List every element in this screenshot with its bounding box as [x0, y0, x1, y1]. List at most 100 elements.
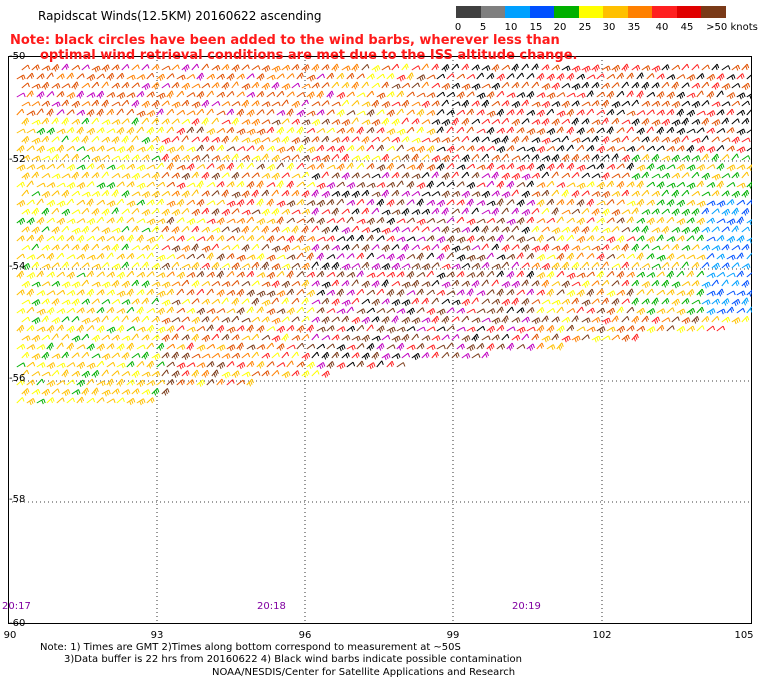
wind-barb	[121, 315, 129, 323]
wind-barb	[421, 226, 430, 233]
wind-barb	[441, 334, 450, 341]
wind-barb	[46, 91, 55, 98]
wind-barb	[546, 127, 556, 136]
wind-barb	[346, 361, 356, 368]
wind-barb	[151, 387, 160, 396]
wind-barb	[691, 226, 700, 234]
wind-barb	[336, 308, 346, 315]
wind-barb	[476, 182, 486, 188]
wind-barb	[216, 235, 225, 242]
wind-barb	[26, 110, 36, 117]
wind-barb	[116, 343, 125, 351]
wind-barb	[671, 81, 679, 90]
wind-barb	[481, 190, 491, 199]
wind-barb	[541, 189, 550, 197]
wind-barb	[196, 307, 206, 315]
wind-barb	[96, 360, 105, 368]
wind-barb	[161, 171, 170, 179]
wind-barb	[341, 227, 351, 235]
wind-barb	[186, 146, 196, 153]
wind-barb	[86, 217, 96, 226]
wind-barb	[381, 316, 390, 324]
wind-barb	[341, 352, 350, 359]
wind-barb	[121, 190, 130, 198]
wind-barb	[26, 164, 36, 170]
wind-barb	[391, 155, 401, 161]
wind-barb	[141, 244, 151, 251]
wind-barb	[31, 281, 41, 288]
wind-barb	[666, 199, 675, 207]
wind-barb	[476, 235, 485, 242]
wind-barb	[151, 225, 160, 233]
lat-label-50: -50	[9, 51, 26, 62]
wind-barb	[371, 263, 381, 271]
wind-barb	[451, 227, 461, 234]
wind-barb	[236, 361, 246, 370]
wind-barb	[21, 280, 31, 289]
wind-barb	[351, 316, 361, 325]
wind-barb	[166, 216, 175, 225]
wind-barb	[596, 235, 606, 242]
wind-barb	[396, 144, 404, 152]
wind-barb	[611, 280, 620, 287]
wind-barb	[161, 82, 171, 89]
wind-barb	[201, 117, 209, 126]
wind-barb	[16, 362, 26, 368]
wind-barb	[171, 333, 179, 341]
wind-barb	[346, 145, 355, 152]
wind-barb	[161, 65, 171, 71]
wind-barb	[166, 361, 175, 368]
wind-barb	[576, 306, 584, 314]
wind-barb	[626, 145, 636, 152]
wind-barb	[586, 127, 595, 134]
wind-barb	[291, 64, 300, 71]
wind-barb	[331, 101, 341, 107]
legend-swatch	[676, 6, 701, 18]
wind-barb	[206, 218, 216, 225]
wind-barb	[286, 91, 295, 98]
wind-barb	[101, 208, 110, 216]
wind-barb	[696, 217, 705, 225]
wind-barb	[376, 127, 385, 134]
wind-barb	[26, 325, 35, 332]
wind-barb	[531, 333, 539, 341]
wind-barb	[546, 236, 556, 242]
wind-barb	[601, 244, 610, 251]
wind-barb	[601, 335, 611, 341]
wind-barb	[26, 272, 36, 280]
wind-barb	[401, 63, 409, 71]
wind-barb	[651, 297, 659, 306]
wind-barb	[291, 100, 301, 108]
wind-barb	[421, 317, 431, 324]
wind-barb	[326, 271, 336, 278]
wind-barb	[551, 262, 560, 270]
wind-barb	[691, 208, 700, 216]
wind-barb	[386, 109, 395, 117]
wind-barb	[336, 145, 345, 153]
wind-barb	[361, 81, 369, 89]
wind-barb	[291, 82, 301, 89]
wind-barb	[201, 154, 210, 161]
wind-barb	[581, 81, 590, 89]
wind-barb	[466, 163, 476, 170]
legend-swatch	[603, 6, 628, 18]
wind-barb	[476, 270, 485, 278]
wind-barb	[656, 308, 666, 315]
time-label-2019: 20:19	[512, 601, 541, 612]
wind-barb	[96, 253, 105, 260]
wind-barb	[211, 315, 220, 323]
wind-barb	[266, 361, 275, 368]
wind-barb	[581, 207, 590, 215]
wind-barb	[471, 100, 480, 107]
wind-barb	[56, 271, 65, 278]
wind-barb	[506, 199, 515, 206]
wind-barb	[96, 108, 104, 117]
wind-barb	[431, 63, 439, 71]
legend-label-20: 20	[553, 22, 567, 33]
wind-barb	[246, 289, 255, 297]
wind-barb	[556, 270, 565, 278]
wind-barb	[46, 163, 56, 170]
wind-barb	[91, 190, 101, 197]
wind-barb	[541, 262, 551, 271]
wind-barb	[716, 308, 726, 315]
